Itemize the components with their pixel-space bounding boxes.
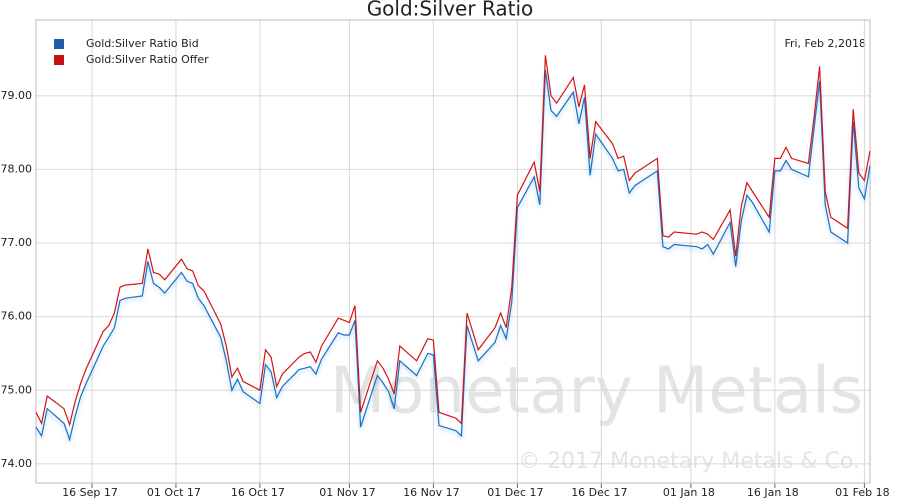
- y-tick-label: 76.00: [1, 310, 33, 323]
- chart-title: Gold:Silver Ratio: [367, 0, 534, 21]
- legend-swatch: [54, 39, 64, 49]
- plot-frame: [35, 19, 871, 484]
- y-tick-label: 75.00: [1, 383, 33, 396]
- watermark: Monetary Metals: [330, 355, 863, 429]
- x-tick-label: 01 Jan 18: [663, 486, 715, 499]
- x-tick-label: 16 Nov 17: [403, 486, 459, 499]
- y-tick-label: 77.00: [1, 236, 33, 249]
- x-tick-label: 01 Dec 17: [487, 486, 543, 499]
- series-line: [35, 55, 871, 427]
- x-tick-label: 01 Feb 18: [835, 486, 889, 499]
- legend-label: Gold:Silver Ratio Bid: [86, 37, 199, 50]
- x-tick-label: 16 Oct 17: [231, 486, 285, 499]
- y-tick-label: 79.00: [1, 89, 33, 102]
- y-tick-label: 78.00: [1, 162, 33, 175]
- x-tick-label: 16 Jan 18: [747, 486, 799, 499]
- date-annotation: Fri, Feb 2,2018: [784, 37, 866, 50]
- y-tick-label: 74.00: [1, 457, 33, 470]
- legend-label: Gold:Silver Ratio Offer: [86, 53, 209, 66]
- legend-swatch: [54, 55, 64, 65]
- x-tick-label: 01 Oct 17: [147, 486, 201, 499]
- series-line: [35, 70, 871, 442]
- watermark-copyright: © 2017 Monetary Metals & Co.: [518, 449, 860, 474]
- x-tick-label: 01 Nov 17: [319, 486, 375, 499]
- x-tick-label: 16 Sep 17: [62, 486, 118, 499]
- x-tick-label: 16 Dec 17: [571, 486, 627, 499]
